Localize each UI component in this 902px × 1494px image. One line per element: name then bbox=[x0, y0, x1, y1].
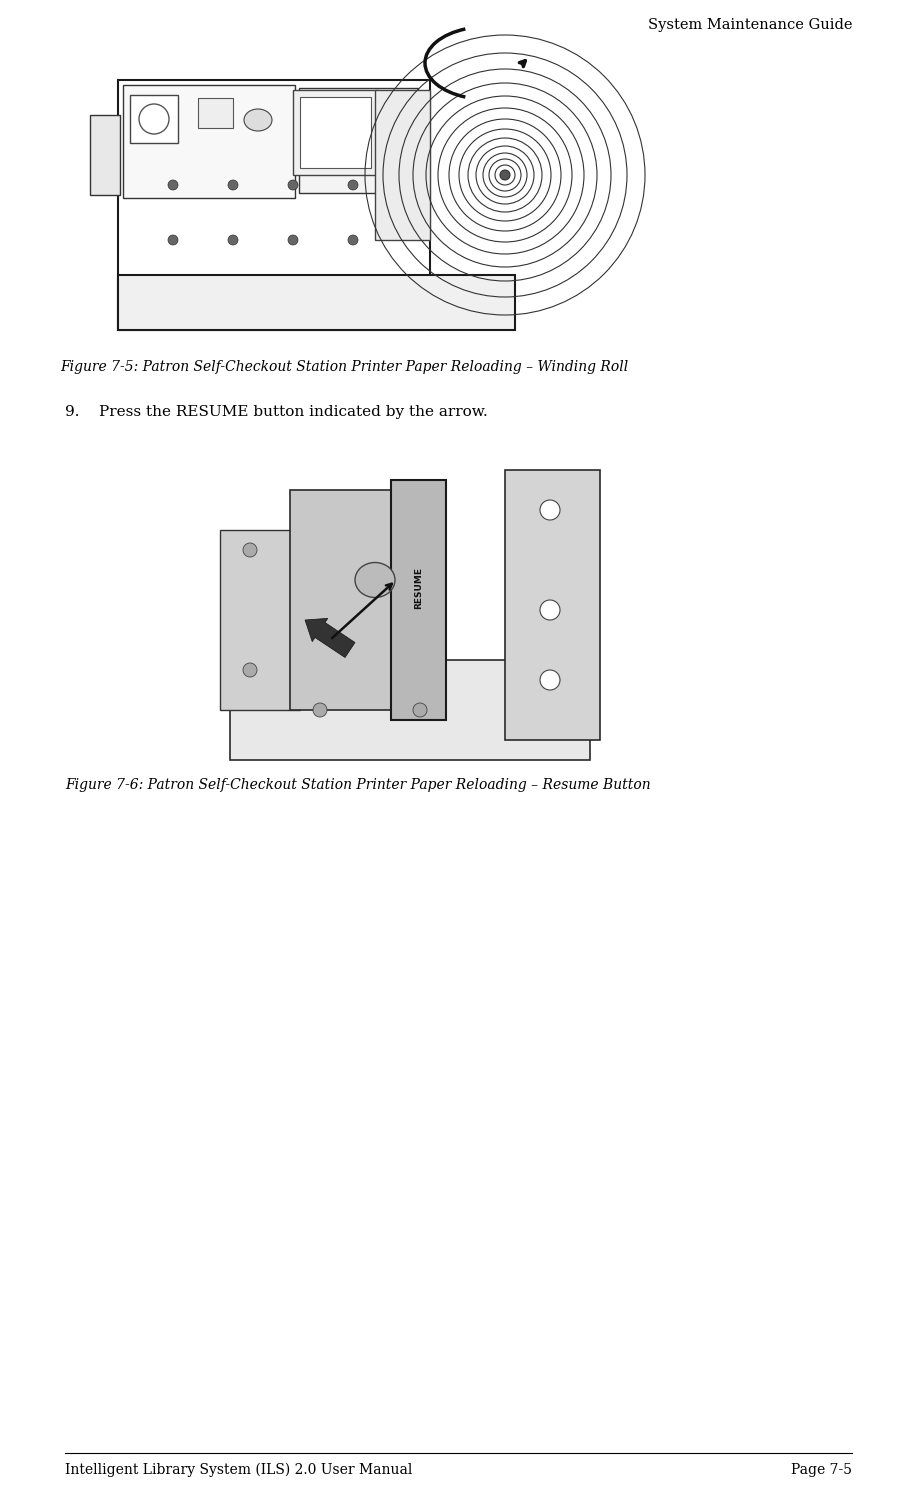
Circle shape bbox=[408, 205, 418, 215]
Text: 9.    Press the RESUME button indicated by the arrow.: 9. Press the RESUME button indicated by … bbox=[65, 405, 488, 418]
FancyArrow shape bbox=[305, 619, 355, 657]
Circle shape bbox=[228, 179, 238, 190]
Circle shape bbox=[540, 601, 560, 620]
Circle shape bbox=[168, 235, 178, 245]
Bar bbox=[118, 275, 515, 330]
Bar bbox=[90, 115, 120, 196]
Bar bbox=[198, 99, 233, 128]
Text: Intelligent Library System (ILS) 2.0 User Manual: Intelligent Library System (ILS) 2.0 Use… bbox=[65, 1463, 412, 1478]
Bar bbox=[123, 85, 295, 197]
Bar bbox=[505, 471, 600, 740]
Circle shape bbox=[540, 669, 560, 690]
Text: System Maintenance Guide: System Maintenance Guide bbox=[648, 18, 852, 31]
Ellipse shape bbox=[355, 563, 395, 598]
Circle shape bbox=[288, 179, 298, 190]
Circle shape bbox=[228, 235, 238, 245]
Circle shape bbox=[413, 704, 427, 717]
Bar bbox=[299, 88, 418, 193]
Bar bbox=[230, 660, 590, 760]
Bar bbox=[290, 490, 442, 710]
Circle shape bbox=[500, 170, 510, 179]
Circle shape bbox=[168, 179, 178, 190]
Circle shape bbox=[243, 663, 257, 677]
Text: RESUME: RESUME bbox=[414, 568, 423, 610]
Bar bbox=[293, 90, 378, 175]
Text: Page 7-5: Page 7-5 bbox=[791, 1463, 852, 1478]
Text: Figure 7-5: Patron Self-Checkout Station Printer Paper Reloading – Winding Roll: Figure 7-5: Patron Self-Checkout Station… bbox=[60, 360, 628, 374]
Text: Figure 7-6: Patron Self-Checkout Station Printer Paper Reloading – Resume Button: Figure 7-6: Patron Self-Checkout Station… bbox=[65, 778, 650, 792]
Bar bbox=[391, 480, 446, 720]
Circle shape bbox=[243, 542, 257, 557]
FancyBboxPatch shape bbox=[220, 530, 300, 710]
Circle shape bbox=[408, 155, 418, 164]
Bar bbox=[118, 81, 430, 330]
Circle shape bbox=[348, 179, 358, 190]
Bar bbox=[130, 96, 178, 143]
Bar bbox=[375, 90, 430, 241]
Bar bbox=[300, 97, 371, 167]
Circle shape bbox=[288, 235, 298, 245]
Ellipse shape bbox=[244, 109, 272, 131]
Circle shape bbox=[540, 500, 560, 520]
Circle shape bbox=[348, 235, 358, 245]
Circle shape bbox=[313, 704, 327, 717]
